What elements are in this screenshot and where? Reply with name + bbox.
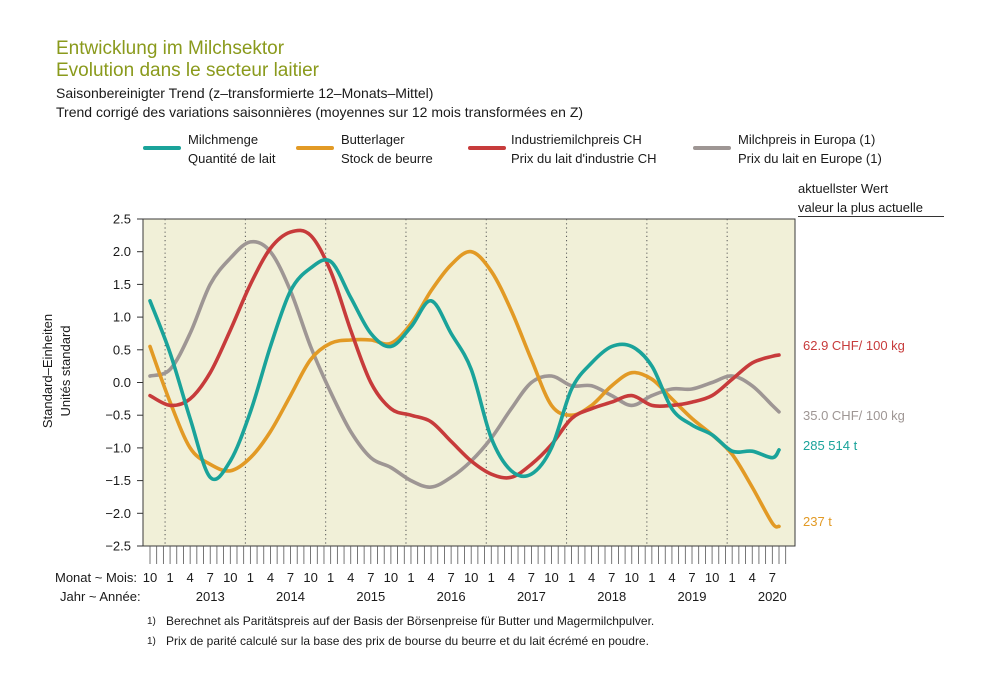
month-tick-label: 7 bbox=[287, 570, 294, 585]
series-line bbox=[148, 257, 781, 482]
series-end-label: 35.0 CHF/ 100 kg bbox=[803, 408, 905, 423]
y-tick-label: −0.5 bbox=[105, 408, 131, 423]
footnote-fr: Prix de parité calculé sur la base des p… bbox=[166, 634, 649, 648]
month-tick-label: 1 bbox=[407, 570, 414, 585]
latest-header-fr: valeur la plus actuelle bbox=[798, 200, 924, 215]
subtitle-de: Saisonbereinigter Trend (z–transformiert… bbox=[56, 85, 434, 101]
series-line bbox=[148, 228, 781, 480]
month-tick-label: 7 bbox=[688, 570, 695, 585]
legend-swatch-milchpreis-europa bbox=[693, 146, 731, 150]
month-tick-label: 1 bbox=[568, 570, 575, 585]
y-tick-label: 1.5 bbox=[113, 277, 131, 292]
month-axis-label: Monat ~ Mois: bbox=[55, 570, 138, 585]
y-tick-label: 2.5 bbox=[113, 212, 131, 227]
latest-header-de: aktuellster Wert bbox=[798, 181, 889, 196]
year-label: 2013 bbox=[196, 589, 225, 604]
y-tick-label: −1.5 bbox=[105, 473, 131, 488]
month-tick-label: 10 bbox=[143, 570, 157, 585]
year-label: 2018 bbox=[597, 589, 626, 604]
month-tick-label: 7 bbox=[769, 570, 776, 585]
latest-header-rule bbox=[798, 216, 944, 217]
month-tick-label: 1 bbox=[247, 570, 254, 585]
title-de: Entwicklung im Milchsektor bbox=[56, 38, 285, 59]
legend-label-de: Butterlager bbox=[341, 132, 405, 147]
month-tick-label: 10 bbox=[303, 570, 317, 585]
month-tick-label: 4 bbox=[588, 570, 595, 585]
month-tick-label: 4 bbox=[347, 570, 354, 585]
month-tick-label: 4 bbox=[267, 570, 274, 585]
legend-swatch-butterlager bbox=[296, 146, 334, 150]
series-end-label: 237 t bbox=[803, 514, 832, 529]
month-tick-label: 1 bbox=[327, 570, 334, 585]
year-label: 2016 bbox=[437, 589, 466, 604]
month-tick-label: 10 bbox=[544, 570, 558, 585]
month-tick-label: 4 bbox=[427, 570, 434, 585]
year-axis-label: Jahr ~ Année: bbox=[60, 589, 141, 604]
year-label: 2019 bbox=[678, 589, 707, 604]
year-label: 2014 bbox=[276, 589, 305, 604]
month-tick-label: 10 bbox=[464, 570, 478, 585]
y-tick-label: 1.0 bbox=[113, 310, 131, 325]
legend-swatch-industriemilchpreis bbox=[468, 146, 506, 150]
legend-label-fr: Quantité de lait bbox=[188, 151, 276, 166]
month-tick-label: 1 bbox=[648, 570, 655, 585]
year-label: 2020 bbox=[758, 589, 787, 604]
footnote-num-de: 1) bbox=[147, 616, 156, 627]
year-label: 2017 bbox=[517, 589, 546, 604]
month-tick-label: 1 bbox=[488, 570, 495, 585]
y-tick-label: −2.5 bbox=[105, 539, 131, 554]
month-tick-label: 4 bbox=[668, 570, 675, 585]
legend-label-de: Milchmenge bbox=[188, 132, 259, 147]
month-tick-label: 7 bbox=[608, 570, 615, 585]
series-end-label: 285 514 t bbox=[803, 438, 858, 453]
month-tick-label: 7 bbox=[207, 570, 214, 585]
legend-label-de: Milchpreis in Europa (1) bbox=[738, 132, 876, 147]
y-tick-label: 0.0 bbox=[113, 375, 131, 390]
month-tick-label: 4 bbox=[187, 570, 194, 585]
y-tick-label: −1.0 bbox=[105, 440, 131, 455]
y-tick-label: 0.5 bbox=[113, 342, 131, 357]
legend-label-fr: Prix du lait d'industrie CH bbox=[511, 151, 657, 166]
title-fr: Evolution dans le secteur laitier bbox=[56, 60, 319, 81]
month-tick-label: 10 bbox=[384, 570, 398, 585]
plot-area bbox=[142, 218, 796, 547]
month-tick-label: 4 bbox=[508, 570, 515, 585]
month-tick-label: 10 bbox=[223, 570, 237, 585]
legend-swatch-milchmenge bbox=[143, 146, 181, 150]
year-label: 2015 bbox=[356, 589, 385, 604]
y-tick-label: −2.0 bbox=[105, 506, 131, 521]
footnote-num-fr: 1) bbox=[147, 636, 156, 647]
y-axis-title-fr: Unités standard bbox=[58, 325, 73, 417]
y-axis-title-de: Standard–Einheiten bbox=[40, 313, 55, 429]
legend-label-fr: Prix du lait en Europe (1) bbox=[738, 151, 882, 166]
month-tick-label: 7 bbox=[447, 570, 454, 585]
subtitle-fr: Trend corrigé des variations saisonnière… bbox=[56, 104, 584, 120]
month-tick-label: 1 bbox=[729, 570, 736, 585]
month-tick-label: 10 bbox=[705, 570, 719, 585]
footnote-de: Berechnet als Paritätspreis auf der Basi… bbox=[166, 614, 655, 628]
series-line bbox=[148, 249, 781, 529]
month-tick-label: 1 bbox=[166, 570, 173, 585]
month-tick-label: 7 bbox=[367, 570, 374, 585]
y-tick-label: 2.0 bbox=[113, 244, 131, 259]
month-tick-label: 7 bbox=[528, 570, 535, 585]
series-end-label: 62.9 CHF/ 100 kg bbox=[803, 338, 905, 353]
month-tick-label: 10 bbox=[625, 570, 639, 585]
legend-label-de: Industriemilchpreis CH bbox=[511, 132, 642, 147]
legend-label-fr: Stock de beurre bbox=[341, 151, 433, 166]
month-tick-label: 4 bbox=[749, 570, 756, 585]
